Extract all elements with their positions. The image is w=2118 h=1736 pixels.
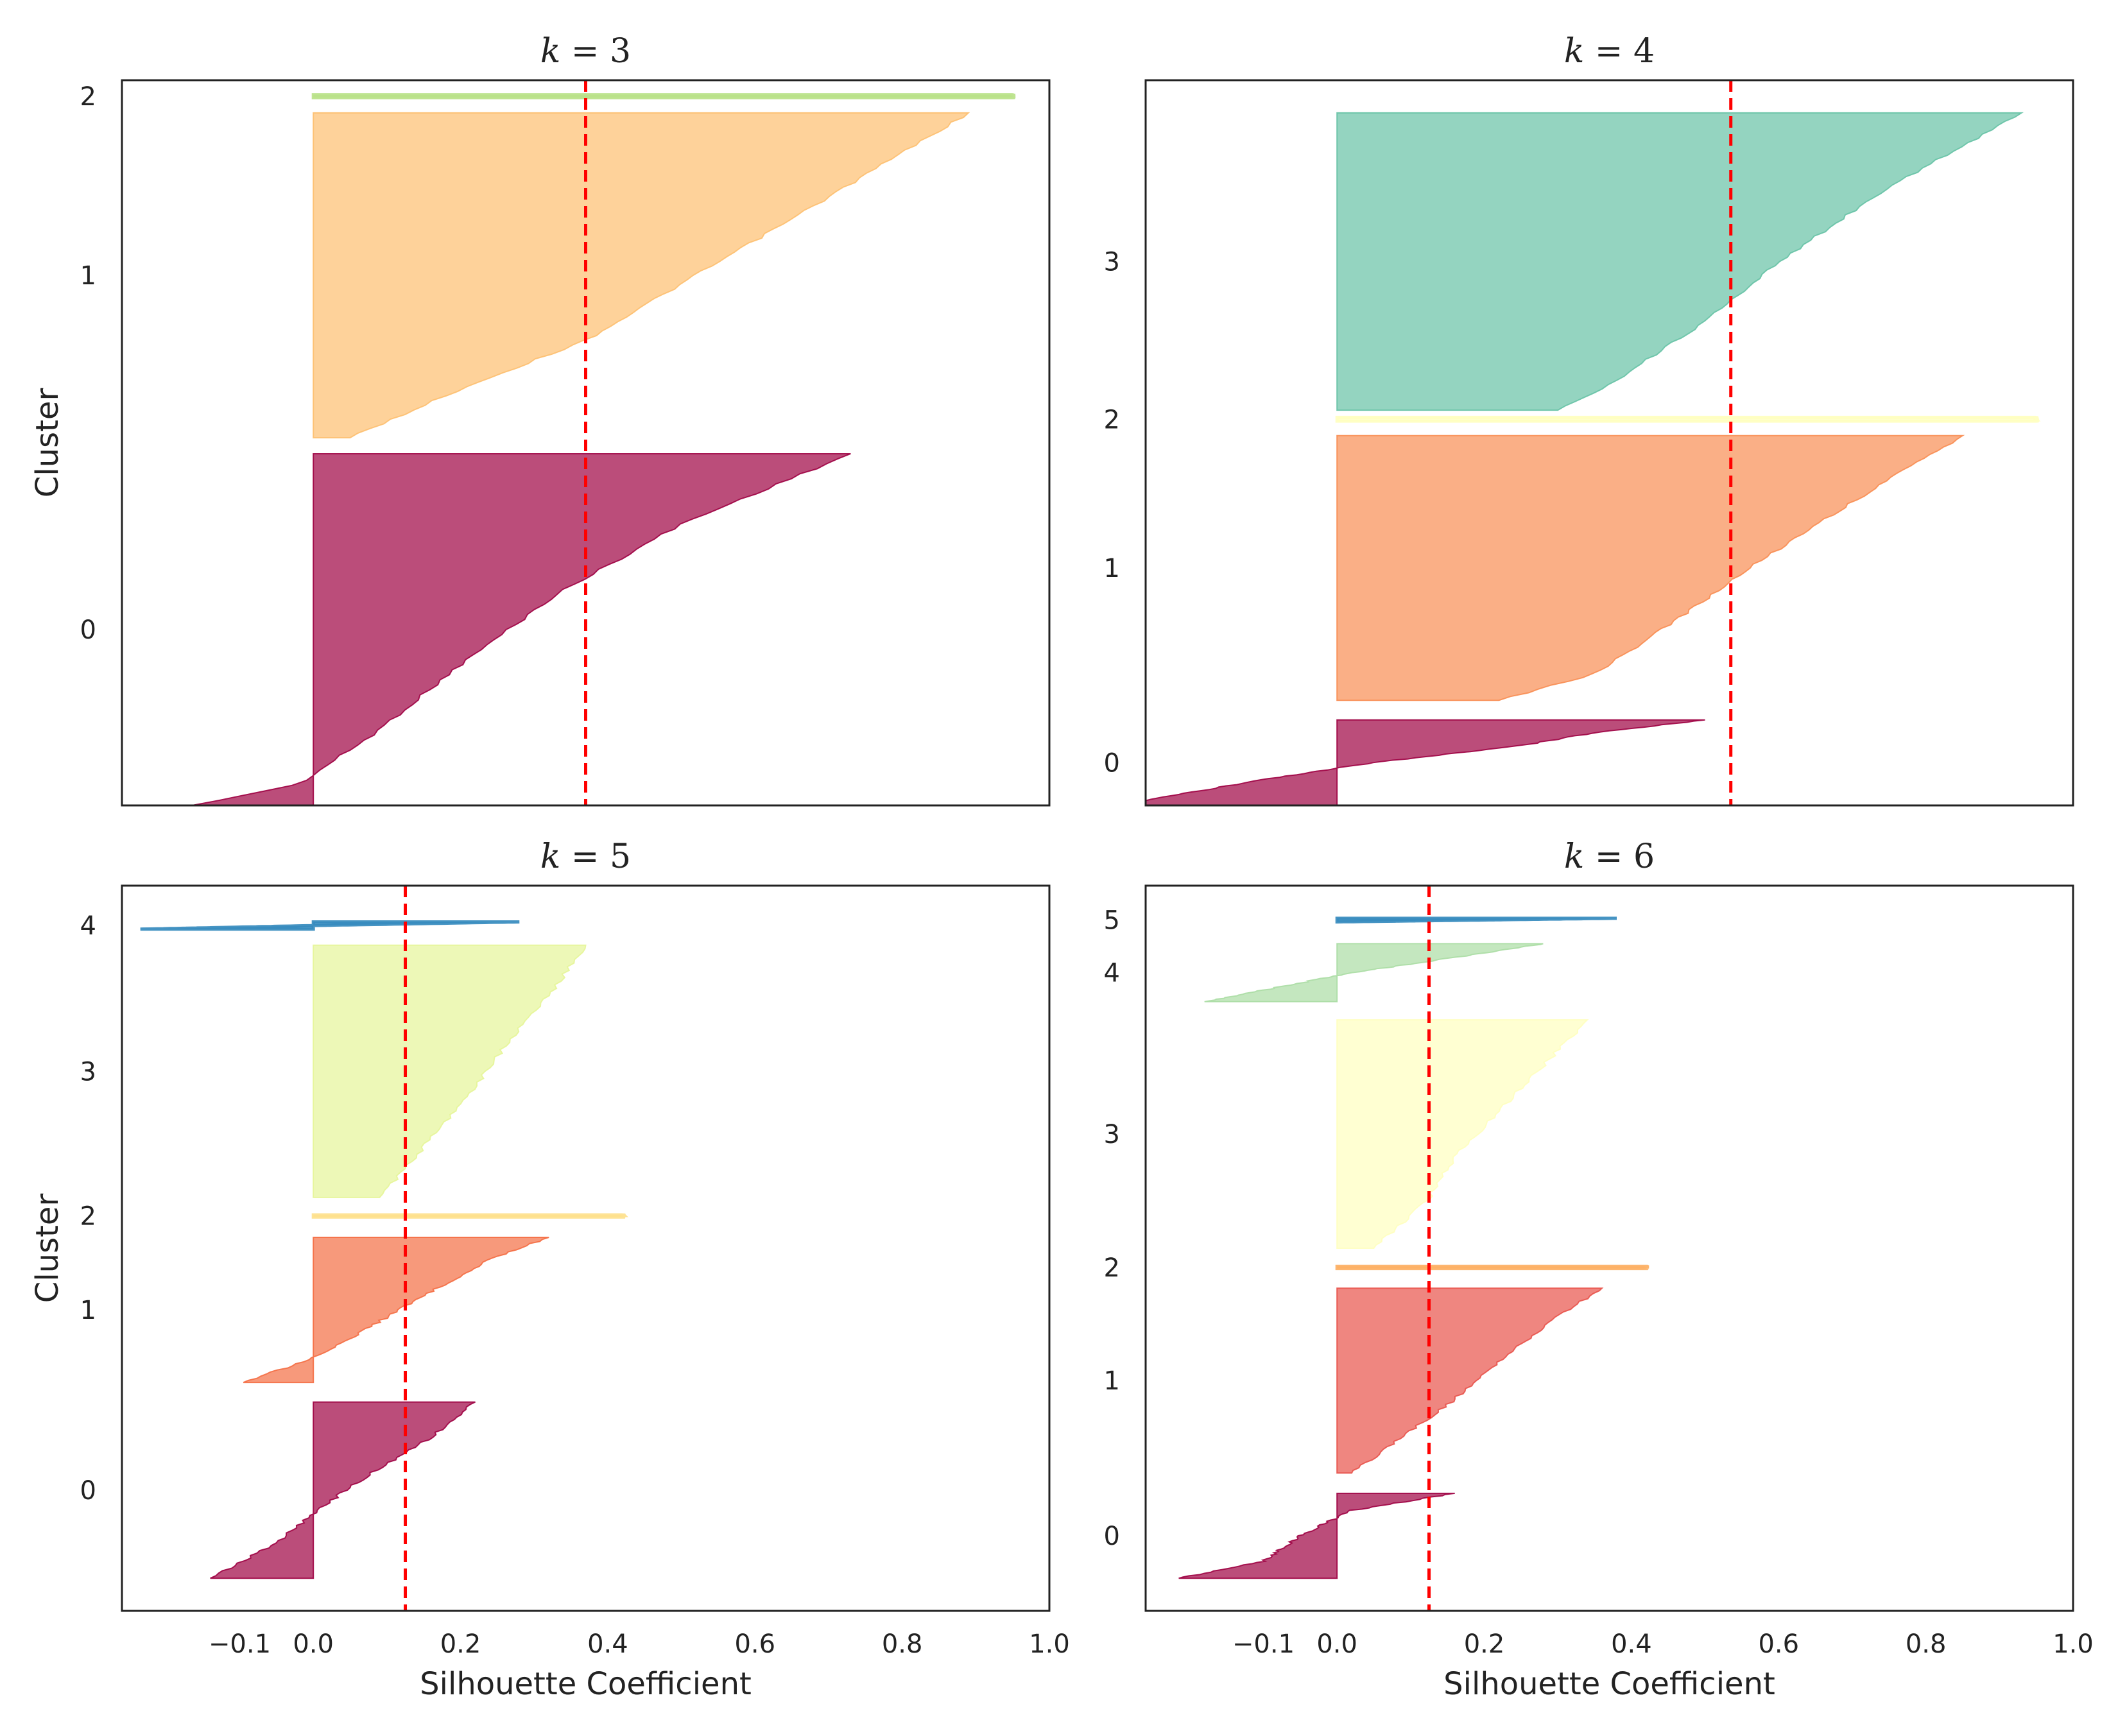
cluster-tick-label: 4 <box>1104 959 1120 988</box>
y-axis-label: Cluster <box>30 388 65 498</box>
cluster-4-silhouette <box>1204 943 1544 1002</box>
cluster-tick-label: 2 <box>1104 405 1120 434</box>
cluster-tick-label: 2 <box>1104 1253 1120 1283</box>
axes-frame <box>1144 884 2074 1612</box>
cluster-tick-label: 3 <box>1104 1120 1120 1149</box>
plot-area <box>140 886 628 1611</box>
x-tick-label: 0.6 <box>734 1629 775 1659</box>
cluster-tick-label: 1 <box>1104 1366 1120 1396</box>
x-tick-label: 0.2 <box>440 1629 481 1659</box>
axes-frame <box>1144 79 2074 807</box>
axes-frame <box>121 884 1051 1612</box>
panel-title: k = 4 <box>1564 32 1655 71</box>
plot-area <box>1178 886 1649 1611</box>
plot-area <box>1146 80 2041 805</box>
cluster-tick-label: 1 <box>1104 554 1120 583</box>
cluster-tick-label: 2 <box>80 82 96 112</box>
cluster-tick-label: 1 <box>80 261 96 291</box>
cluster-1-silhouette <box>1336 1287 1604 1474</box>
cluster-tick-label: 0 <box>1104 1522 1120 1551</box>
title-k-value: 3 <box>610 32 631 71</box>
x-axis-label: Silhouette Coefficient <box>1443 1666 1775 1702</box>
title-variable: k <box>540 32 561 71</box>
x-tick-label: 0.0 <box>1316 1629 1357 1659</box>
title-k-value: 4 <box>1633 32 1655 71</box>
x-tick-label: 0.2 <box>1464 1629 1505 1659</box>
cluster-1-silhouette <box>313 112 970 439</box>
cluster-0-silhouette <box>191 453 851 805</box>
x-tick-label: 0.6 <box>1758 1629 1799 1659</box>
plot-area <box>191 80 1016 805</box>
silhouette-panel-k5: 0 1 2 3 4 k = 5 Cluster −0.1 0.0 0.2 0.4 0.6 0.8 1.0 S… <box>30 838 1070 1702</box>
cluster-1-silhouette <box>243 1237 549 1384</box>
cluster-tick-label: 0 <box>80 615 96 645</box>
title-variable: k <box>1564 32 1585 71</box>
silhouette-panel-k3: 0 1 2 k = 3 Cluster <box>30 32 1051 807</box>
title-operator: = <box>560 32 610 71</box>
panel-title: k = 6 <box>1564 838 1655 876</box>
cluster-tick-label: 0 <box>1104 748 1120 778</box>
cluster-3-silhouette <box>1336 1019 1589 1249</box>
cluster-1-silhouette <box>1336 434 1965 701</box>
cluster-0-silhouette <box>210 1401 476 1579</box>
cluster-tick-label: 5 <box>1104 906 1120 936</box>
title-operator: = <box>560 838 610 876</box>
x-tick-label: 0.8 <box>882 1629 923 1659</box>
x-tick-label: 0.0 <box>293 1629 334 1659</box>
cluster-tick-label: 1 <box>80 1296 96 1325</box>
cluster-tick-label: 0 <box>80 1476 96 1506</box>
title-k-value: 5 <box>610 838 631 876</box>
cluster-tick-label: 3 <box>1104 248 1120 277</box>
title-k-value: 6 <box>1633 838 1655 876</box>
cluster-tick-label: 2 <box>80 1202 96 1232</box>
cluster-2-silhouette <box>311 93 1016 99</box>
axes-frame <box>121 79 1051 807</box>
cluster-2-silhouette <box>1335 1264 1649 1271</box>
y-axis-label: Cluster <box>30 1194 65 1303</box>
x-tick-label: 0.8 <box>1906 1629 1947 1659</box>
cluster-2-silhouette <box>1335 415 2041 423</box>
cluster-0-silhouette <box>1146 719 1705 805</box>
title-operator: = <box>1584 32 1633 71</box>
x-tick-label: 0.4 <box>587 1629 628 1659</box>
panel-title: k = 5 <box>540 838 631 876</box>
panel-title: k = 3 <box>540 32 631 71</box>
silhouette-panel-k6: 0 1 2 3 4 5 k = 6 −0.1 0.0 0.2 0.4 0.6 0.8 1.0 Silhoue… <box>1104 838 2094 1702</box>
title-operator: = <box>1584 838 1633 876</box>
cluster-3-silhouette <box>313 944 587 1198</box>
x-tick-label: −0.1 <box>209 1629 271 1659</box>
cluster-4-silhouette <box>140 920 520 931</box>
cluster-2-silhouette <box>311 1213 628 1219</box>
title-variable: k <box>1564 838 1585 876</box>
cluster-0-silhouette <box>1178 1492 1455 1579</box>
x-tick-label: 1.0 <box>1029 1629 1070 1659</box>
cluster-tick-label: 4 <box>80 911 96 941</box>
x-tick-label: −0.1 <box>1232 1629 1295 1659</box>
x-axis-label: Silhouette Coefficient <box>420 1666 752 1702</box>
silhouette-panel-k4: 0 1 2 3 k = 4 <box>1104 32 2074 807</box>
cluster-tick-label: 3 <box>80 1057 96 1087</box>
x-tick-label: 0.4 <box>1611 1629 1652 1659</box>
cluster-3-silhouette <box>1336 112 2024 411</box>
x-tick-label: 1.0 <box>2053 1629 2094 1659</box>
title-variable: k <box>540 838 561 876</box>
cluster-5-silhouette <box>1335 916 1617 924</box>
